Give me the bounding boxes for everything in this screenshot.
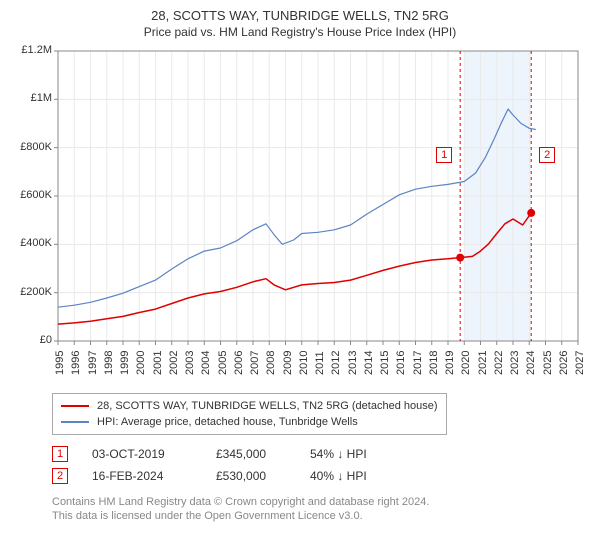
x-tick-label: 2021 xyxy=(477,351,489,375)
x-tick-label: 1997 xyxy=(87,351,99,375)
footer: Contains HM Land Registry data © Crown c… xyxy=(52,495,588,523)
marker-table: 1 03-OCT-2019 £345,000 54% ↓ HPI 2 16-FEB-202… xyxy=(52,443,588,487)
x-tick-label: 2011 xyxy=(314,351,326,375)
legend-swatch xyxy=(61,405,89,407)
legend: 28, SCOTTS WAY, TUNBRIDGE WELLS, TN2 5RG… xyxy=(52,393,447,435)
marker-row: 2 16-FEB-2024 £530,000 40% ↓ HPI xyxy=(52,465,588,487)
x-tick-label: 2010 xyxy=(298,351,310,375)
marker-price: £345,000 xyxy=(216,443,286,465)
legend-label: HPI: Average price, detached house, Tunb… xyxy=(97,414,358,430)
y-tick-label: £400K xyxy=(12,237,52,249)
y-tick-label: £600K xyxy=(12,189,52,201)
x-tick-label: 2005 xyxy=(217,351,229,375)
x-tick-label: 2012 xyxy=(330,351,342,375)
marker-pct-vs-hpi: 54% ↓ HPI xyxy=(310,443,420,465)
x-tick-label: 2018 xyxy=(428,351,440,375)
x-tick-label: 2022 xyxy=(493,351,505,375)
y-tick-label: £0 xyxy=(12,334,52,346)
y-tick-label: £1.2M xyxy=(12,44,52,56)
x-tick-label: 2019 xyxy=(444,351,456,375)
chart-area: £0 £200K £400K £600K £800K £1M £1.2M 1995 1996 1… xyxy=(12,45,588,385)
x-tick-label: 2015 xyxy=(379,351,391,375)
x-tick-label: 2013 xyxy=(347,351,359,375)
marker-number-box: 2 xyxy=(52,468,68,484)
x-tick-label: 2024 xyxy=(525,351,537,375)
chart-marker-callout: 2 xyxy=(539,147,555,163)
x-tick-label: 2007 xyxy=(249,351,261,375)
marker-price: £530,000 xyxy=(216,465,286,487)
x-tick-label: 1998 xyxy=(103,351,115,375)
x-tick-label: 2025 xyxy=(542,351,554,375)
y-tick-label: £200K xyxy=(12,286,52,298)
x-tick-label: 1996 xyxy=(70,351,82,375)
x-tick-label: 2009 xyxy=(282,351,294,375)
x-tick-label: 2001 xyxy=(152,351,164,375)
x-tick-label: 2020 xyxy=(460,351,472,375)
x-tick-label: 2014 xyxy=(363,351,375,375)
footer-line-1: Contains HM Land Registry data © Crown c… xyxy=(52,495,588,509)
x-tick-label: 2027 xyxy=(574,351,586,375)
y-tick-label: £800K xyxy=(12,141,52,153)
chart-svg xyxy=(12,45,588,385)
x-tick-label: 2006 xyxy=(233,351,245,375)
footer-line-2: This data is licensed under the Open Gov… xyxy=(52,509,588,523)
marker-pct-vs-hpi: 40% ↓ HPI xyxy=(310,465,420,487)
marker-row: 1 03-OCT-2019 £345,000 54% ↓ HPI xyxy=(52,443,588,465)
x-tick-label: 1995 xyxy=(54,351,66,375)
chart-subtitle: Price paid vs. HM Land Registry's House … xyxy=(12,25,588,39)
x-tick-label: 2004 xyxy=(200,351,212,375)
legend-label: 28, SCOTTS WAY, TUNBRIDGE WELLS, TN2 5RG… xyxy=(97,398,438,414)
chart-marker-callout: 1 xyxy=(436,147,452,163)
legend-swatch xyxy=(61,421,89,423)
x-tick-label: 2017 xyxy=(412,351,424,375)
legend-item: 28, SCOTTS WAY, TUNBRIDGE WELLS, TN2 5RG… xyxy=(61,398,438,414)
x-tick-label: 2000 xyxy=(135,351,147,375)
x-tick-label: 2002 xyxy=(168,351,180,375)
chart-title: 28, SCOTTS WAY, TUNBRIDGE WELLS, TN2 5RG xyxy=(12,8,588,23)
marker-number-box: 1 xyxy=(52,446,68,462)
x-tick-label: 2003 xyxy=(184,351,196,375)
marker-date: 16-FEB-2024 xyxy=(92,465,192,487)
x-tick-label: 2023 xyxy=(509,351,521,375)
x-tick-label: 2026 xyxy=(558,351,570,375)
x-tick-label: 1999 xyxy=(119,351,131,375)
x-tick-label: 2016 xyxy=(395,351,407,375)
legend-item: HPI: Average price, detached house, Tunb… xyxy=(61,414,438,430)
x-tick-label: 2008 xyxy=(265,351,277,375)
marker-date: 03-OCT-2019 xyxy=(92,443,192,465)
y-tick-label: £1M xyxy=(12,92,52,104)
